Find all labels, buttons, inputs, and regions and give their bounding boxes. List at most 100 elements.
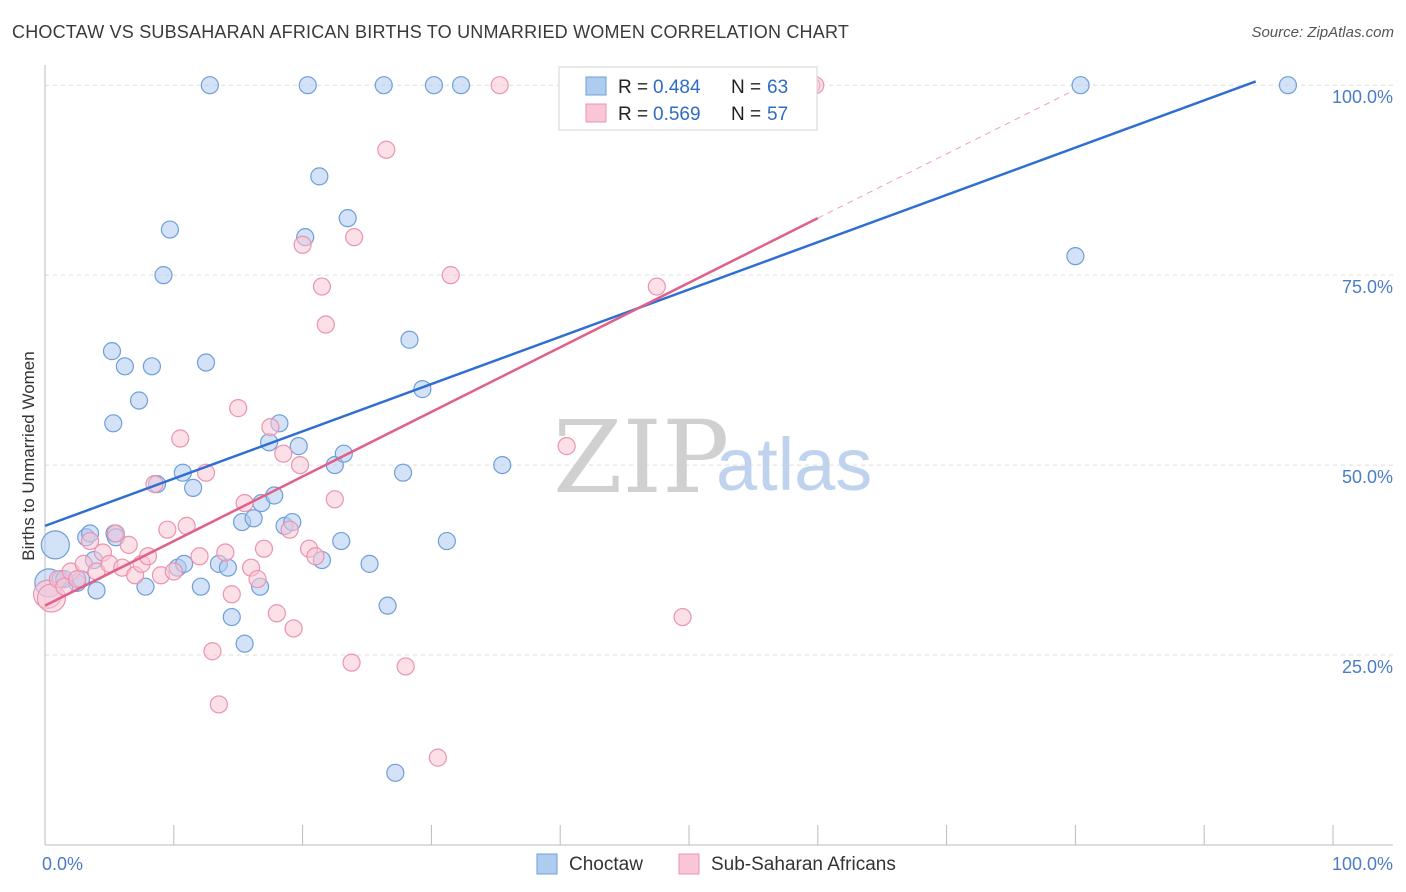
bottom-legend-ssa: Sub-Saharan Africans <box>711 854 896 875</box>
ssa-point <box>254 539 274 558</box>
choctaw-point <box>332 531 351 551</box>
choctaw-point <box>424 76 444 95</box>
choctaw-point <box>235 634 254 653</box>
ssa-point <box>316 315 335 334</box>
ssa-point <box>209 695 228 714</box>
ssa-point <box>267 604 286 623</box>
choctaw-point <box>360 554 379 573</box>
choctaw-point <box>40 530 70 560</box>
ssa-point <box>229 399 248 418</box>
ssa-point <box>106 524 125 543</box>
ssa-point <box>280 520 299 539</box>
ssa-point <box>248 569 267 589</box>
chart-title: CHOCTAW VS SUBSAHARAN AFRICAN BIRTHS TO … <box>12 22 850 42</box>
ssa-point <box>68 569 87 589</box>
choctaw-point <box>378 596 397 615</box>
choctaw-point <box>400 330 419 349</box>
choctaw-point <box>196 353 216 372</box>
gridlines <box>45 84 1393 656</box>
ssa-point <box>647 277 666 296</box>
ssa-point <box>441 266 460 285</box>
choctaw-point <box>222 607 241 627</box>
x-tick-label-min: 0.0% <box>42 854 83 874</box>
source-credit: Source: ZipAtlas.com <box>1251 24 1394 41</box>
choctaw-point <box>136 577 155 596</box>
choctaw-point <box>451 76 471 95</box>
legend-n-label-1: N = <box>731 77 761 98</box>
choctaw-point <box>493 455 512 475</box>
ssa-point <box>171 429 190 448</box>
choctaw-point <box>129 391 149 410</box>
choctaw-point <box>191 577 210 596</box>
choctaw-point <box>437 531 456 551</box>
choctaw-point <box>338 209 357 228</box>
legend-n-label-2: N = <box>731 104 761 125</box>
y-tick-label: 25.0% <box>1342 657 1393 677</box>
ssa-point <box>261 418 280 437</box>
legend-swatch-choctaw <box>585 76 607 96</box>
choctaw-point <box>289 437 308 456</box>
legend-r-value-2: 0.569 <box>653 104 701 125</box>
ssa-point <box>428 748 447 767</box>
y-axis-label: Births to Unmarried Women <box>19 351 38 560</box>
ssa-point <box>80 531 100 551</box>
ssa-point <box>312 277 332 296</box>
choctaw-point <box>1066 247 1085 266</box>
y-tick-label: 100.0% <box>1332 87 1393 107</box>
legend-r-label-2: R = <box>618 104 648 125</box>
choctaw-point <box>142 357 162 376</box>
ssa-point <box>158 520 177 539</box>
legend-n-value-2: 57 <box>767 104 788 125</box>
choctaw-point <box>200 76 219 95</box>
choctaw-point <box>154 266 173 285</box>
trendline-ssa <box>44 217 819 607</box>
choctaw-point <box>218 558 237 577</box>
choctaw-point <box>1071 76 1090 95</box>
ssa-point <box>557 437 576 456</box>
legend-n-value-1: 63 <box>767 77 788 98</box>
ssa-point <box>203 642 222 661</box>
ssa-point <box>396 657 415 676</box>
ssa-point <box>293 235 312 254</box>
ssa-point <box>377 140 396 159</box>
choctaw-point <box>393 463 413 482</box>
bottom-legend-swatch-choctaw <box>536 853 558 875</box>
ssa-point <box>342 653 361 672</box>
choctaw-point <box>244 509 263 528</box>
ssa-point <box>284 619 303 638</box>
choctaw-point <box>102 342 122 361</box>
legend-r-label-1: R = <box>618 77 648 98</box>
watermark: ZIP atlas <box>553 399 872 516</box>
legend-r-value-1: 0.484 <box>653 77 701 98</box>
watermark-zip: ZIP <box>553 399 729 516</box>
axes <box>44 65 1393 846</box>
trendlines <box>44 80 1257 607</box>
ssa-point <box>345 228 364 247</box>
choctaw-point <box>386 763 405 782</box>
ssa-point <box>490 76 509 95</box>
bottom-legend-swatch-ssa <box>678 853 700 875</box>
ssa-point <box>190 547 209 566</box>
choctaw-point <box>374 76 393 95</box>
choctaw-point <box>87 581 106 600</box>
ssa-point <box>325 490 344 509</box>
ssa-point <box>119 535 138 554</box>
choctaw-point <box>184 478 203 497</box>
legend-swatch-ssa <box>585 103 607 123</box>
bottom-legend: Choctaw Sub-Saharan Africans <box>536 853 896 875</box>
y-tick-label: 50.0% <box>1342 467 1393 487</box>
choctaw-point <box>298 76 317 95</box>
choctaw-point <box>160 220 180 239</box>
y-tick-labels: 25.0% 50.0% 75.0% 100.0% <box>1332 87 1393 677</box>
choctaw-point <box>310 167 329 186</box>
trendline-ssa-extension <box>817 92 1070 219</box>
bottom-legend-choctaw: Choctaw <box>569 854 643 875</box>
choctaw-point <box>115 357 134 376</box>
trendline-choctaw <box>44 80 1257 528</box>
ssa-point <box>164 562 183 581</box>
legend: R = 0.484 N = 63 R = 0.569 N = 57 <box>558 66 818 131</box>
ssa-point <box>290 455 310 475</box>
y-tick-label: 75.0% <box>1342 277 1393 297</box>
ssa-point <box>306 547 325 566</box>
